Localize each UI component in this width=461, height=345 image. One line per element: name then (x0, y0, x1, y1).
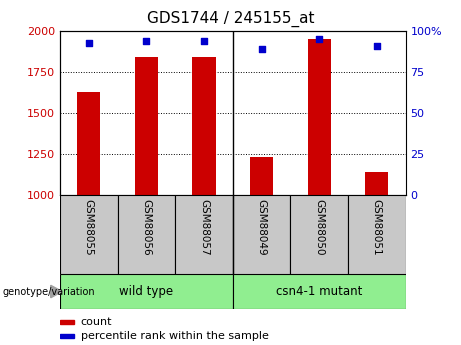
Point (373, 43, 381, 49)
Bar (365, 172, 388, 195)
Text: csn4-1 mutant: csn4-1 mutant (276, 285, 362, 298)
Text: wild type: wild type (119, 285, 173, 298)
Text: GSM88056: GSM88056 (142, 199, 151, 256)
Point (258, 46, 266, 52)
Bar (118, 195, 175, 274)
Bar (348, 195, 406, 274)
Bar (60, 274, 233, 309)
Bar (60, 334, 74, 338)
Point (85, 40, 92, 45)
Text: GSM88055: GSM88055 (84, 199, 94, 256)
Text: GSM88057: GSM88057 (199, 199, 209, 256)
Bar (60, 195, 118, 274)
Bar (175, 195, 233, 274)
Bar (233, 195, 290, 274)
Text: genotype/variation: genotype/variation (2, 287, 95, 296)
Point (142, 38, 150, 44)
Bar (233, 274, 406, 309)
Bar (308, 39, 331, 195)
Text: percentile rank within the sample: percentile rank within the sample (81, 331, 269, 341)
Text: count: count (81, 317, 112, 327)
Text: GDS1744 / 245155_at: GDS1744 / 245155_at (147, 10, 314, 27)
Bar (60, 319, 74, 324)
Text: GSM88051: GSM88051 (372, 199, 382, 256)
Text: GSM88049: GSM88049 (257, 199, 266, 256)
Bar (193, 57, 216, 195)
Point (200, 38, 207, 44)
Bar (290, 195, 348, 274)
Bar (135, 57, 158, 195)
Point (315, 37, 323, 42)
Bar (250, 157, 273, 195)
Bar (77, 92, 100, 195)
Text: GSM88050: GSM88050 (314, 199, 324, 255)
